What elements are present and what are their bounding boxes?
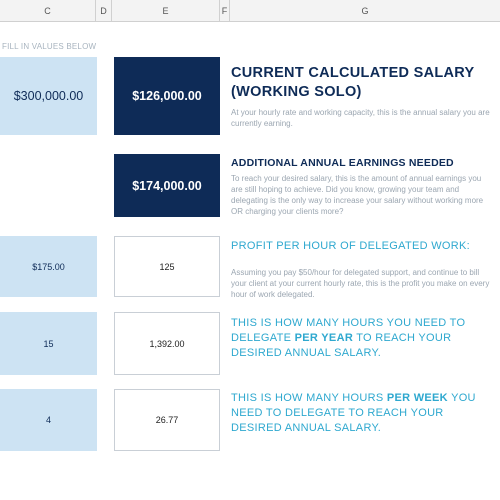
desired-salary-input-cell[interactable]: $300,000.00 [0, 57, 97, 135]
profit-per-hour-result-cell[interactable]: 125 [114, 236, 220, 297]
hours-per-year-title: THIS IS HOW MANY HOURS YOU NEED TO DELEG… [231, 316, 493, 361]
current-salary-info: CURRENT CALCULATED SALARY (WORKING SOLO)… [231, 64, 493, 129]
additional-earnings-info: ADDITIONAL ANNUAL EARNINGS NEEDED To rea… [231, 156, 493, 217]
hours-per-year-title-bold: PER YEAR [294, 332, 354, 344]
profit-per-hour-description: Assuming you pay $50/hour for delegated … [231, 268, 490, 299]
hours-per-week-result-cell[interactable]: 26.77 [114, 389, 220, 451]
column-header-c[interactable]: C [0, 0, 96, 22]
current-salary-title: CURRENT CALCULATED SALARY (WORKING SOLO) [231, 65, 475, 100]
profit-per-hour-info: PROFIT PER HOUR OF DELEGATED WORK: Assum… [231, 239, 493, 300]
additional-earnings-description: To reach your desired salary, this is th… [231, 174, 484, 216]
column-header-f[interactable]: F [220, 0, 230, 22]
hours-per-week-input-cell[interactable]: 15 [0, 312, 97, 375]
additional-earnings-result-cell[interactable]: $174,000.00 [114, 154, 220, 217]
hourly-rate-input-cell[interactable]: $175.00 [0, 236, 97, 297]
column-header-bar [0, 0, 500, 22]
column-header-d[interactable]: D [96, 0, 112, 22]
hours-per-week-title-post: YOU NEED TO DELEGATE TO REACH YOUR DESIR… [231, 392, 476, 434]
hours-per-year-result-cell[interactable]: 1,392.00 [114, 312, 220, 375]
hours-per-week-info: THIS IS HOW MANY HOURS PER WEEK YOU NEED… [231, 391, 493, 436]
current-salary-result-cell[interactable]: $126,000.00 [114, 57, 220, 135]
hours-per-year-info: THIS IS HOW MANY HOURS YOU NEED TO DELEG… [231, 316, 493, 361]
current-salary-description: At your hourly rate and working capacity… [231, 108, 490, 128]
hours-per-week-title: THIS IS HOW MANY HOURS PER WEEK YOU NEED… [231, 391, 493, 436]
fill-in-values-note: FILL IN VALUES BELOW [2, 42, 97, 51]
profit-per-hour-title: PROFIT PER HOUR OF DELEGATED WORK: [231, 240, 470, 252]
column-header-e[interactable]: E [112, 0, 220, 22]
hours-per-week-title-pre: THIS IS HOW MANY HOURS [231, 392, 387, 404]
additional-earnings-title: ADDITIONAL ANNUAL EARNINGS NEEDED [231, 157, 454, 169]
weeks-off-input-cell[interactable]: 4 [0, 389, 97, 451]
hours-per-year-title-pre: THIS IS HOW MANY HOURS YOU NEED TO DELEG… [231, 317, 466, 344]
column-header-g[interactable]: G [361, 6, 369, 16]
hours-per-week-title-bold: PER WEEK [386, 392, 448, 404]
hours-per-year-title-post: TO REACH YOUR DESIRED ANNUAL SALARY. [231, 332, 452, 359]
